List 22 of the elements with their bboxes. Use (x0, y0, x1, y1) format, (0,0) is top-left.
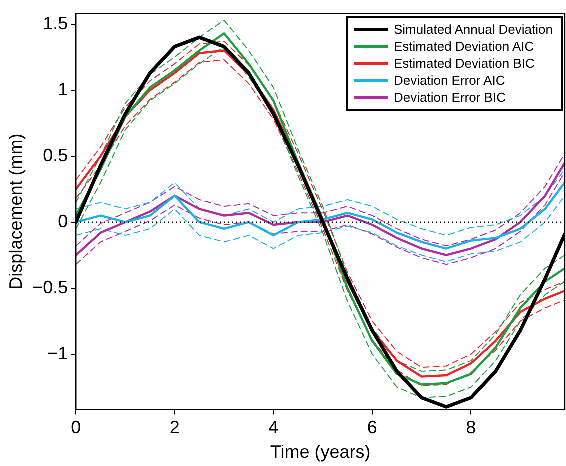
x-tick-label: 2 (170, 418, 180, 438)
y-tick-label: −1 (48, 343, 68, 364)
legend-label: Deviation Error BIC (394, 88, 506, 106)
legend-label: Estimated Deviation BIC (394, 54, 535, 72)
x-tick-label: 0 (71, 418, 82, 438)
x-tick-label: 4 (268, 418, 279, 438)
x-tick-label: 6 (367, 418, 378, 438)
legend-label: Estimated Deviation AIC (394, 38, 534, 55)
y-tick-label: 0 (58, 211, 68, 232)
x-tick-label: 8 (466, 418, 476, 438)
y-tick-label: −0.5 (32, 277, 68, 298)
legend-label: Simulated Annual Deviation (394, 20, 553, 38)
line-series (76, 195, 565, 262)
line-series (76, 153, 565, 247)
legend-label: Deviation Error AIC (394, 72, 506, 89)
x-axis-title: Time (years) (270, 442, 371, 462)
y-tick-label: 1 (58, 79, 68, 100)
line-series (76, 172, 565, 266)
line-series (76, 169, 565, 236)
y-axis-title: Displacement (mm) (6, 134, 26, 290)
y-tick-label: 1.5 (43, 13, 68, 34)
y-tick-label: 0.5 (43, 145, 68, 166)
